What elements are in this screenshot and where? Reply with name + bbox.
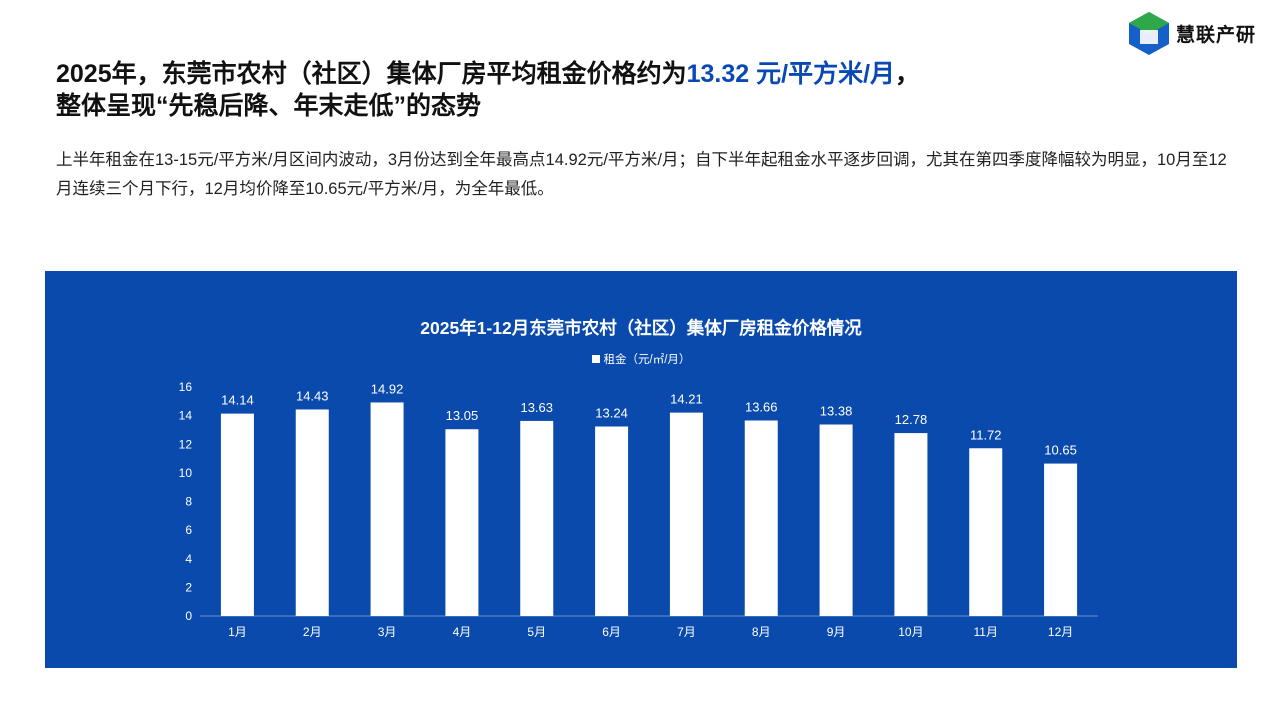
data-label: 13.66 — [745, 399, 778, 414]
bar — [969, 448, 1003, 616]
data-label: 13.63 — [520, 400, 553, 415]
y-tick-label: 12 — [179, 437, 193, 451]
bar — [1044, 463, 1078, 616]
bar-chart: 0 2 4 6 8 10 12 14 16 14.14 1月 14.43 2月 14.92 3月 13.05 4… — [179, 380, 1098, 639]
x-tick-label: 12月 — [1048, 625, 1073, 639]
data-label: 13.38 — [820, 403, 853, 418]
data-label: 14.43 — [296, 388, 329, 403]
bar — [220, 413, 254, 616]
data-label: 14.21 — [670, 392, 703, 407]
y-tick-label: 14 — [179, 409, 193, 423]
data-label: 14.92 — [371, 381, 404, 396]
x-tick-label: 9月 — [827, 625, 846, 639]
data-label: 10.65 — [1044, 443, 1077, 458]
data-label: 14.14 — [221, 393, 254, 408]
data-label: 13.05 — [446, 408, 479, 423]
x-tick-label: 8月 — [752, 625, 771, 639]
data-label: 12.78 — [895, 412, 928, 427]
bar — [295, 409, 329, 616]
chart-legend: 租金（元/㎡/月） — [45, 351, 1237, 367]
x-tick-label: 11月 — [974, 625, 998, 639]
x-tick-label: 3月 — [378, 625, 397, 639]
legend-swatch — [591, 355, 600, 363]
x-tick-label: 6月 — [602, 625, 621, 639]
y-tick-label: 6 — [185, 523, 192, 537]
title-line2: 整体呈现“先稳后降、年末走低”的态势 — [56, 92, 482, 120]
title-prefix: 2025年，东莞市农村（社区）集体厂房平均租金价格约为 — [56, 60, 687, 88]
bar — [669, 412, 703, 616]
y-tick-label: 16 — [179, 380, 193, 394]
chart-panel: 2025年1-12月东莞市农村（社区）集体厂房租金价格情况 租金（元/㎡/月） … — [45, 271, 1237, 668]
bar — [819, 424, 853, 616]
logo-text: 慧联产研 — [1176, 24, 1257, 46]
chart-title: 2025年1-12月东莞市农村（社区）集体厂房租金价格情况 — [420, 318, 862, 338]
data-label: 13.24 — [595, 406, 628, 421]
y-tick-label: 4 — [185, 552, 192, 566]
x-tick-label: 10月 — [898, 625, 923, 639]
bar — [894, 433, 928, 616]
title-suffix: ， — [895, 60, 921, 88]
x-tick-label: 5月 — [527, 625, 546, 639]
data-label: 11.72 — [970, 427, 1002, 442]
legend-label: 租金（元/㎡/月） — [603, 354, 691, 366]
y-tick-label: 0 — [185, 609, 192, 623]
y-tick-label: 2 — [185, 580, 192, 594]
logo-cube-icon — [1129, 12, 1169, 55]
x-tick-label: 1月 — [228, 625, 247, 639]
bar — [370, 402, 404, 616]
bar — [595, 426, 629, 616]
x-tick-label: 2月 — [303, 625, 322, 639]
bar — [445, 429, 479, 616]
bar — [744, 420, 778, 616]
y-tick-label: 10 — [179, 466, 193, 480]
title-highlight: 13.32 元/平方米/月 — [686, 60, 896, 88]
page-title: 2025年，东莞市农村（社区）集体厂房平均租金价格约为13.32 元/平方米/月… — [56, 58, 920, 122]
y-tick-label: 8 — [185, 495, 192, 509]
bar — [520, 420, 554, 616]
x-tick-label: 7月 — [677, 625, 696, 639]
x-tick-label: 4月 — [453, 625, 472, 639]
logo: 慧联产研 — [1126, 10, 1256, 56]
description: 上半年租金在13-15元/平方米/月区间内波动，3月份达到全年最高点14.92元… — [56, 151, 1227, 198]
